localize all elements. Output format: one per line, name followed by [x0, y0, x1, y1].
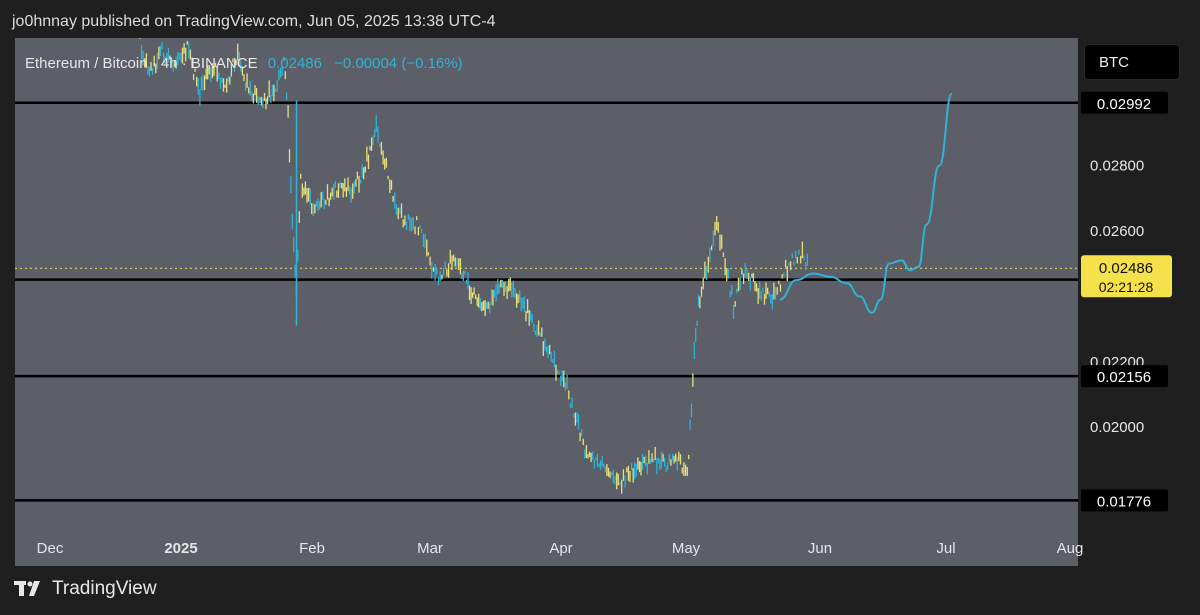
tradingview-logo-icon [14, 581, 40, 596]
y-tick-label: 0.02600 [1090, 223, 1144, 240]
published-line: jo0hnnay published on TradingView.com, J… [12, 13, 496, 30]
x-tick-label: May [672, 540, 701, 557]
legend-change: −0.00004 (−0.16%) [334, 55, 463, 72]
x-tick-label: Dec [37, 540, 64, 557]
level-tag [1081, 365, 1168, 388]
x-tick-label: Feb [299, 540, 325, 557]
current-price-label: 0.02486 [1099, 260, 1153, 277]
time-axis-area [15, 522, 1078, 566]
level-tag [1081, 91, 1168, 114]
x-tick-label: Apr [549, 540, 572, 557]
legend-price: 0.02486 [267, 55, 322, 72]
symbol-label: Ethereum / Bitcoin · 4h · BINANCE [25, 55, 258, 72]
x-tick-label: Jun [808, 540, 832, 557]
price-series [139, 38, 809, 494]
x-tick-label: Aug [1057, 540, 1084, 557]
level-label: 0.02156 [1097, 369, 1151, 386]
x-tick-label: Jul [936, 540, 955, 557]
projection-path [779, 92, 953, 314]
level-tag [1081, 489, 1168, 512]
chart-legend: Ethereum / Bitcoin · 4h · BINANCE 0.0248… [25, 55, 463, 72]
y-tick-label: 0.02800 [1090, 158, 1144, 175]
level-label: 0.02992 [1097, 96, 1151, 113]
level-label: 0.01776 [1097, 493, 1151, 510]
footer-brand[interactable]: TradingView [14, 578, 157, 600]
x-tick-label: Mar [417, 540, 443, 557]
currency-button[interactable]: BTC [1084, 44, 1180, 80]
current-price-tag [1081, 255, 1172, 298]
countdown-label: 02:21:28 [1099, 279, 1154, 295]
brand-name: TradingView [52, 578, 157, 599]
x-tick-label: 2025 [164, 540, 197, 557]
y-tick-label: 0.02000 [1090, 419, 1144, 436]
